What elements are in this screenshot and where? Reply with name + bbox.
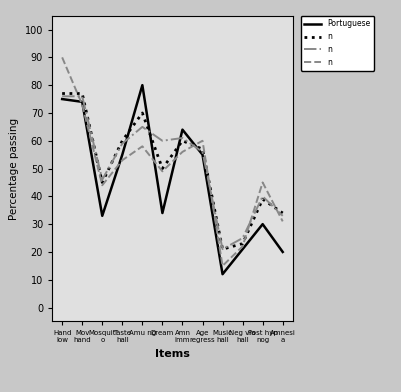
- X-axis label: Items: Items: [155, 349, 190, 359]
- Legend: Portuguese, n, n, n: Portuguese, n, n, n: [301, 16, 375, 71]
- Y-axis label: Percentage passing: Percentage passing: [9, 118, 19, 220]
